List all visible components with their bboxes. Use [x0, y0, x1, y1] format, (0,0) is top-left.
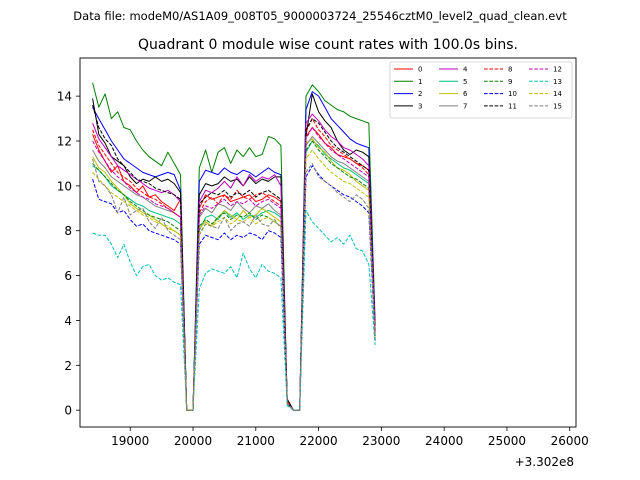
- chart-title: Quadrant 0 module wise count rates with …: [138, 37, 518, 53]
- legend-label-2: 2: [418, 90, 422, 98]
- series-line-15: [92, 158, 376, 411]
- plot-frame: [79, 57, 577, 428]
- y-axis: 0 2 4 6 8 10 12 14: [57, 90, 80, 418]
- series-line-7: [92, 136, 376, 411]
- x-offset-label: +3.302e8: [515, 455, 574, 469]
- x-tick-label: 23000: [362, 434, 400, 448]
- legend-label-6: 6: [463, 90, 468, 98]
- series-line-6: [92, 138, 376, 411]
- legend-label-4: 4: [463, 66, 468, 74]
- plot-lines: [92, 82, 376, 411]
- legend-label-3: 3: [418, 102, 422, 110]
- y-tick-label: 4: [64, 314, 72, 328]
- legend-label-12: 12: [553, 66, 562, 74]
- series-line-9: [92, 140, 376, 411]
- x-tick-label: 22000: [299, 434, 337, 448]
- y-tick-label: 10: [57, 179, 72, 193]
- x-tick-label: 20000: [174, 434, 212, 448]
- series-line-13: [92, 210, 376, 411]
- series-line-1: [92, 82, 376, 411]
- x-tick-label: 25000: [488, 434, 526, 448]
- legend-label-1: 1: [418, 78, 422, 86]
- y-tick-label: 2: [64, 359, 72, 373]
- x-axis: 19000 20000 21000 22000 23000 24000 25000 26000: [111, 427, 589, 448]
- legend-label-13: 13: [553, 78, 562, 86]
- series-line-11: [92, 104, 376, 411]
- legend-label-5: 5: [463, 78, 467, 86]
- y-tick-label: 8: [64, 224, 72, 238]
- legend-label-14: 14: [553, 90, 562, 98]
- legend-label-15: 15: [553, 102, 562, 110]
- y-tick-label: 14: [57, 90, 72, 104]
- legend-label-11: 11: [508, 102, 517, 110]
- legend-box: [389, 61, 573, 119]
- x-tick-label: 19000: [111, 434, 149, 448]
- figure-suptitle: Data file: modeM0/AS1A09_008T05_90000037…: [73, 9, 567, 23]
- series-line-12: [92, 127, 376, 411]
- series-line-14: [92, 149, 376, 411]
- y-tick-label: 12: [57, 134, 72, 148]
- legend-label-8: 8: [508, 66, 512, 74]
- x-tick-label: 24000: [425, 434, 463, 448]
- x-tick-label: 21000: [237, 434, 275, 448]
- legend-label-0: 0: [418, 66, 422, 74]
- legend-label-10: 10: [508, 90, 517, 98]
- x-tick-label: 26000: [551, 434, 589, 448]
- series-line-2: [92, 91, 376, 411]
- series-line-4: [92, 113, 376, 411]
- y-tick-label: 0: [64, 404, 72, 418]
- series-line-0: [92, 127, 376, 411]
- legend-label-7: 7: [463, 102, 467, 110]
- series-line-10: [92, 165, 376, 411]
- y-tick-label: 6: [64, 269, 72, 283]
- legend-label-9: 9: [508, 78, 512, 86]
